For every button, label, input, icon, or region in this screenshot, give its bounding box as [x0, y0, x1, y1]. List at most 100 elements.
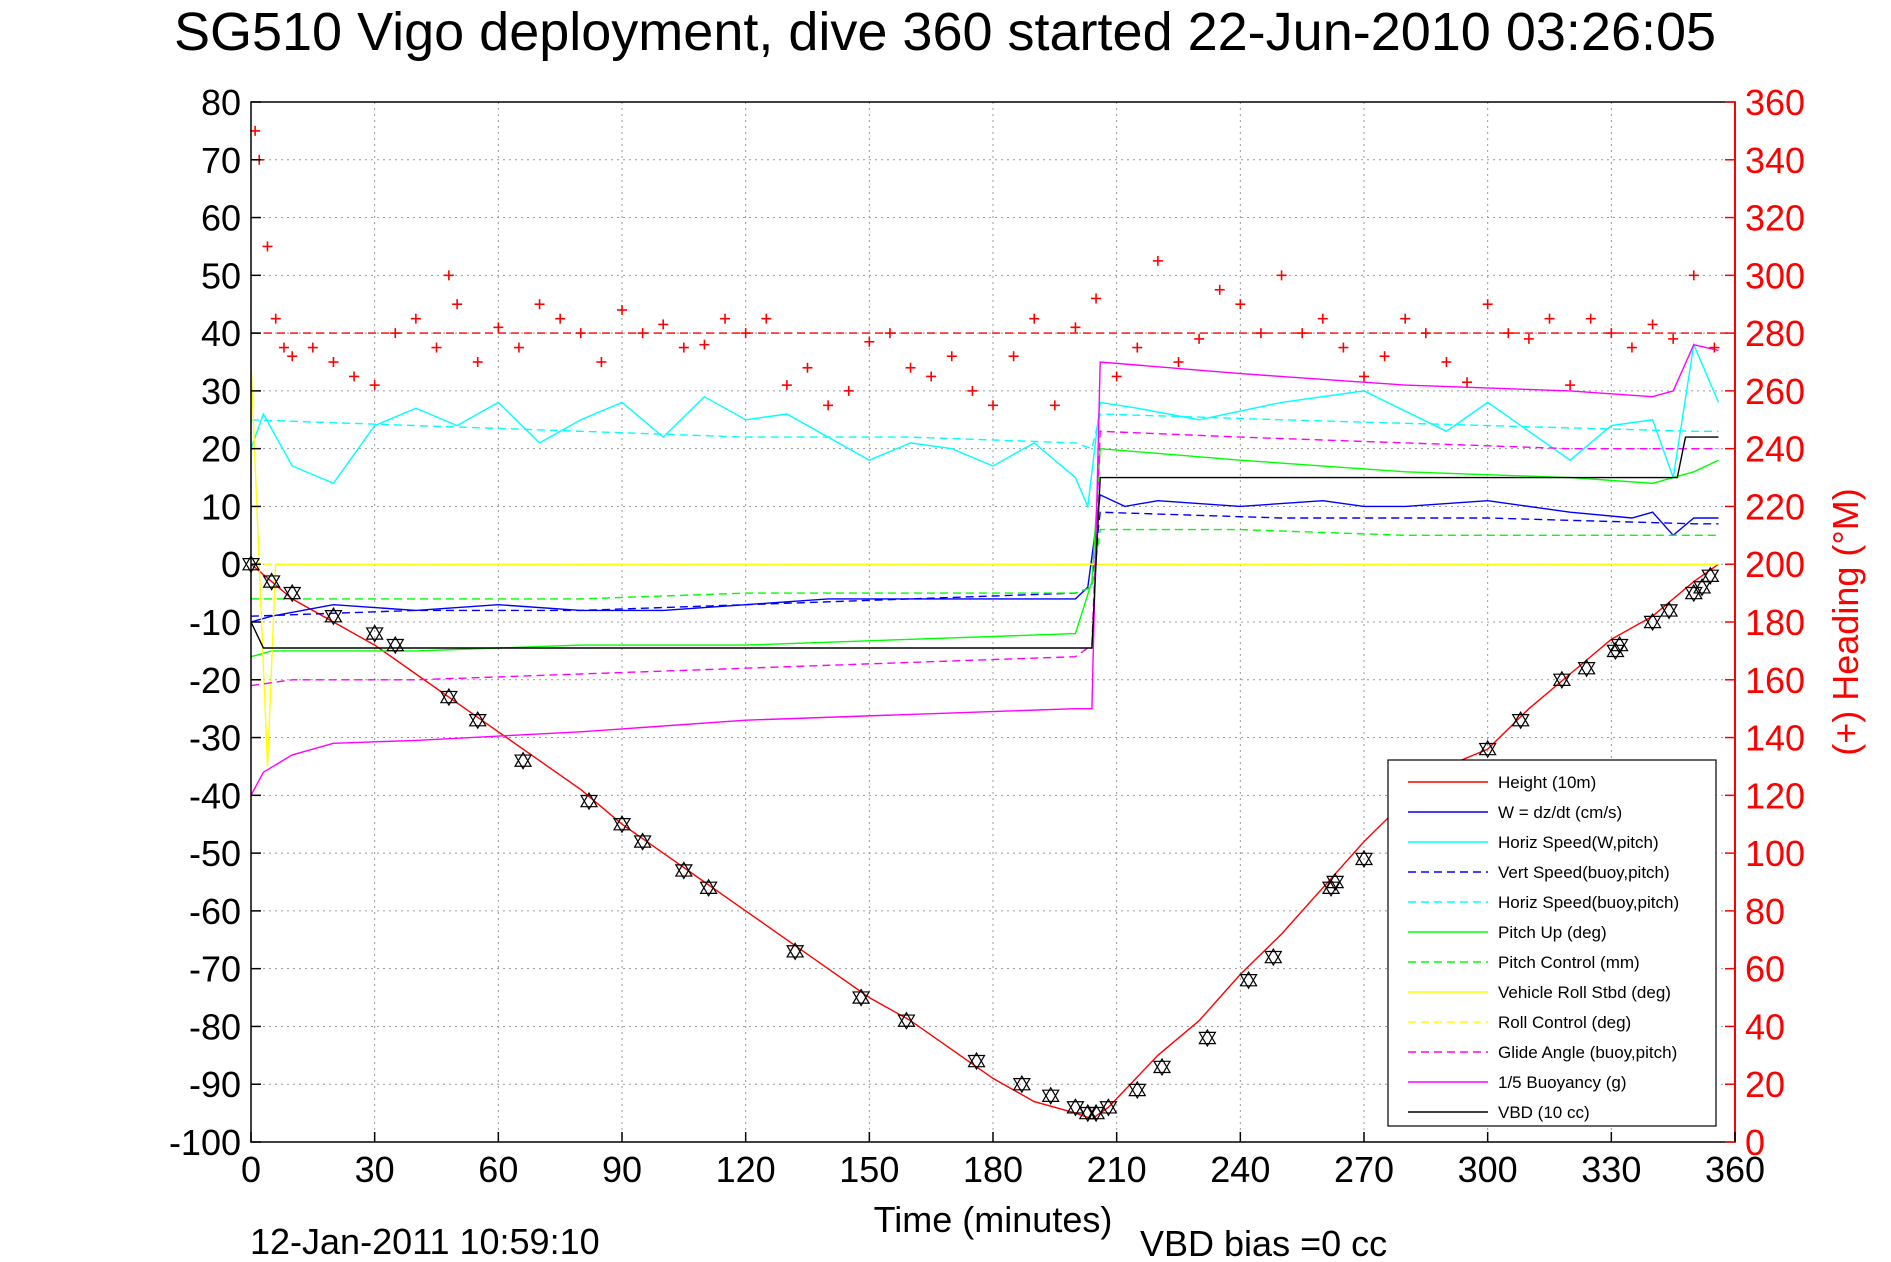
heading-point — [1173, 357, 1184, 367]
heading-point — [843, 385, 854, 396]
heading-point — [617, 305, 627, 315]
heading-point — [1523, 333, 1534, 344]
y2-axis-label: (+) Heading (°M) — [1825, 488, 1866, 755]
heading-point — [988, 400, 998, 411]
height-marker — [633, 832, 652, 851]
footer-date: 12-Jan-2011 10:59:10 — [250, 1221, 600, 1262]
y-tick-label: -30 — [189, 718, 241, 759]
height-marker — [1643, 612, 1662, 632]
y-tick-label: 10 — [201, 486, 241, 527]
x-tick-label: 270 — [1334, 1149, 1394, 1190]
heading-point — [1709, 342, 1720, 353]
heading-point — [493, 322, 504, 333]
heading-point — [864, 336, 875, 347]
heading-point — [658, 319, 669, 330]
heading-point — [1359, 371, 1369, 382]
series-line — [250, 563, 1719, 1120]
heading-point — [1008, 351, 1019, 362]
y-tick-label: -70 — [189, 949, 241, 990]
legend-entry: W = dz/dt (cm/s) — [1498, 803, 1622, 822]
height-marker — [1577, 659, 1596, 678]
heading-point — [781, 380, 792, 391]
y2-tick-label: 240 — [1745, 429, 1805, 470]
y-tick-label: -80 — [189, 1006, 241, 1047]
height-marker — [324, 607, 343, 626]
heading-point — [1111, 371, 1122, 382]
series-line — [250, 493, 1719, 623]
x-tick-label: 300 — [1458, 1149, 1518, 1190]
heading-point — [250, 125, 261, 136]
height-marker — [1326, 872, 1345, 892]
series-line — [250, 413, 1719, 450]
legend-entry: Pitch Control (mm) — [1498, 953, 1640, 972]
heading-point — [1091, 293, 1102, 304]
heading-point — [270, 313, 281, 324]
heading-point — [740, 328, 751, 339]
heading-point — [443, 270, 454, 281]
heading-point — [1379, 351, 1390, 362]
footer-vbd-bias: VBD bias =0 cc — [1140, 1223, 1387, 1262]
y-tick-label: -40 — [189, 775, 241, 816]
legend-entry: Horiz Speed(W,pitch) — [1498, 833, 1659, 852]
heading-point — [1420, 328, 1431, 339]
y-tick-label: 20 — [201, 429, 241, 470]
heading-point — [1214, 284, 1225, 295]
height-marker — [365, 624, 384, 643]
heading-point — [823, 400, 834, 411]
height-marker — [1610, 635, 1629, 655]
y2-tick-label: 0 — [1745, 1122, 1765, 1163]
heading-point — [1647, 319, 1658, 330]
height-marker — [699, 878, 718, 897]
heading-point — [761, 313, 772, 324]
y2-tick-label: 200 — [1745, 544, 1805, 585]
series-line — [251, 528, 1719, 600]
heading-point — [287, 351, 298, 362]
y2-tick-label: 220 — [1745, 486, 1805, 527]
legend-entry: Pitch Up (deg) — [1498, 923, 1607, 942]
heading-point — [1297, 328, 1308, 339]
height-marker — [1128, 1080, 1147, 1100]
height-marker — [852, 988, 871, 1007]
y2-tick-label: 160 — [1745, 660, 1805, 701]
heading-point — [1152, 255, 1163, 266]
legend: Height (10m) W = dz/dt (cm/s) Horiz Speed(… — [1387, 759, 1717, 1127]
heading-point — [1338, 342, 1349, 353]
heading-point — [720, 313, 731, 324]
y-tick-label: -100 — [169, 1122, 241, 1163]
heading-point — [390, 328, 401, 339]
height-marker — [1552, 670, 1571, 689]
y2-tick-label: 360 — [1745, 82, 1805, 123]
x-tick-label: 180 — [963, 1149, 1023, 1190]
series-line — [250, 342, 1720, 510]
height-marker — [786, 942, 805, 961]
legend-entry: Roll Control (deg) — [1498, 1013, 1631, 1032]
heading-point — [262, 241, 273, 252]
y2-tick-label: 280 — [1745, 313, 1805, 354]
heading-point — [431, 342, 442, 353]
height-marker — [1198, 1028, 1217, 1048]
y-tick-label: 80 — [201, 82, 241, 123]
heading-point — [534, 299, 545, 310]
y2-tick-label: 20 — [1745, 1064, 1785, 1105]
heading-point — [1606, 328, 1617, 339]
x-tick-label: 120 — [716, 1149, 776, 1190]
x-tick-label: 330 — [1581, 1149, 1641, 1190]
heading-point — [1441, 357, 1452, 367]
height-marker — [262, 572, 281, 591]
heading-point — [1255, 328, 1266, 339]
height-marker — [967, 1051, 986, 1071]
heading-point — [369, 380, 380, 391]
height-marker — [283, 583, 302, 603]
heading-point — [349, 371, 360, 382]
height-marker — [1478, 739, 1497, 759]
y-tick-label: -10 — [189, 602, 241, 643]
heading-point — [637, 328, 648, 339]
x-tick-label: 240 — [1210, 1149, 1270, 1190]
height-marker — [1239, 971, 1258, 990]
x-tick-label: 210 — [1087, 1149, 1147, 1190]
chart-title: SG510 Vigo deployment, dive 360 started … — [174, 2, 1716, 62]
series-line — [250, 447, 1719, 658]
heading-point — [884, 328, 895, 339]
legend-entry: Vert Speed(buoy,pitch) — [1498, 863, 1670, 882]
height-marker — [579, 791, 599, 811]
